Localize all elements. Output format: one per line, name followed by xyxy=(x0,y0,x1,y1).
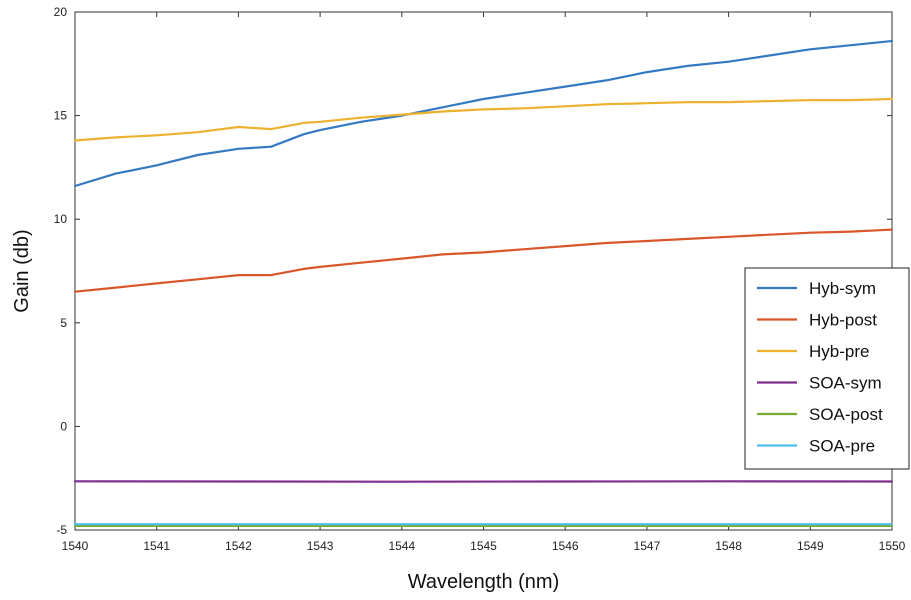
x-tick-label: 1550 xyxy=(879,539,906,553)
x-tick-label: 1547 xyxy=(634,539,661,553)
x-tick-label: 1541 xyxy=(143,539,170,553)
x-axis-ticks: 1540 1541 1542 1543 1544 1545 1546 1547 1548 1549… xyxy=(62,12,906,553)
y-tick-label: 0 xyxy=(60,419,67,433)
series-line-hyb-post xyxy=(73,228,894,293)
y-axis-label: Gain (db) xyxy=(11,229,33,312)
legend: Hyb-sym Hyb-post Hyb-pre SOA-sym SOA-post SOA… xyxy=(744,267,910,470)
legend-label-soa-post: SOA-post xyxy=(809,405,883,424)
series-line-hyb-pre xyxy=(73,97,894,142)
y-tick-label: 15 xyxy=(54,109,68,123)
y-tick-label: 20 xyxy=(54,5,68,19)
x-tick-label: 1540 xyxy=(62,539,89,553)
legend-label-hyb-sym: Hyb-sym xyxy=(809,279,876,298)
x-axis-label: Wavelength (nm) xyxy=(408,571,560,593)
x-tick-label: 1546 xyxy=(552,539,579,553)
x-tick-label: 1545 xyxy=(470,539,497,553)
legend-label-soa-pre: SOA-pre xyxy=(809,437,875,456)
x-tick-label: 1548 xyxy=(715,539,742,553)
legend-label-soa-sym: SOA-sym xyxy=(809,374,882,393)
legend-label-hyb-post: Hyb-post xyxy=(809,311,877,330)
x-tick-label: 1542 xyxy=(225,539,252,553)
y-tick-label: 10 xyxy=(54,212,68,226)
legend-box xyxy=(744,267,910,470)
y-tick-label: 5 xyxy=(60,316,67,330)
x-tick-label: 1543 xyxy=(307,539,334,553)
x-tick-label: 1549 xyxy=(797,539,824,553)
series-lines xyxy=(73,39,894,528)
y-axis-ticks: -5 0 5 10 15 20 xyxy=(54,5,892,537)
legend-label-hyb-pre: Hyb-pre xyxy=(809,342,869,361)
series-line-hyb-sym xyxy=(73,39,894,188)
x-tick-label: 1544 xyxy=(388,539,415,553)
y-tick-label: -5 xyxy=(56,523,67,537)
